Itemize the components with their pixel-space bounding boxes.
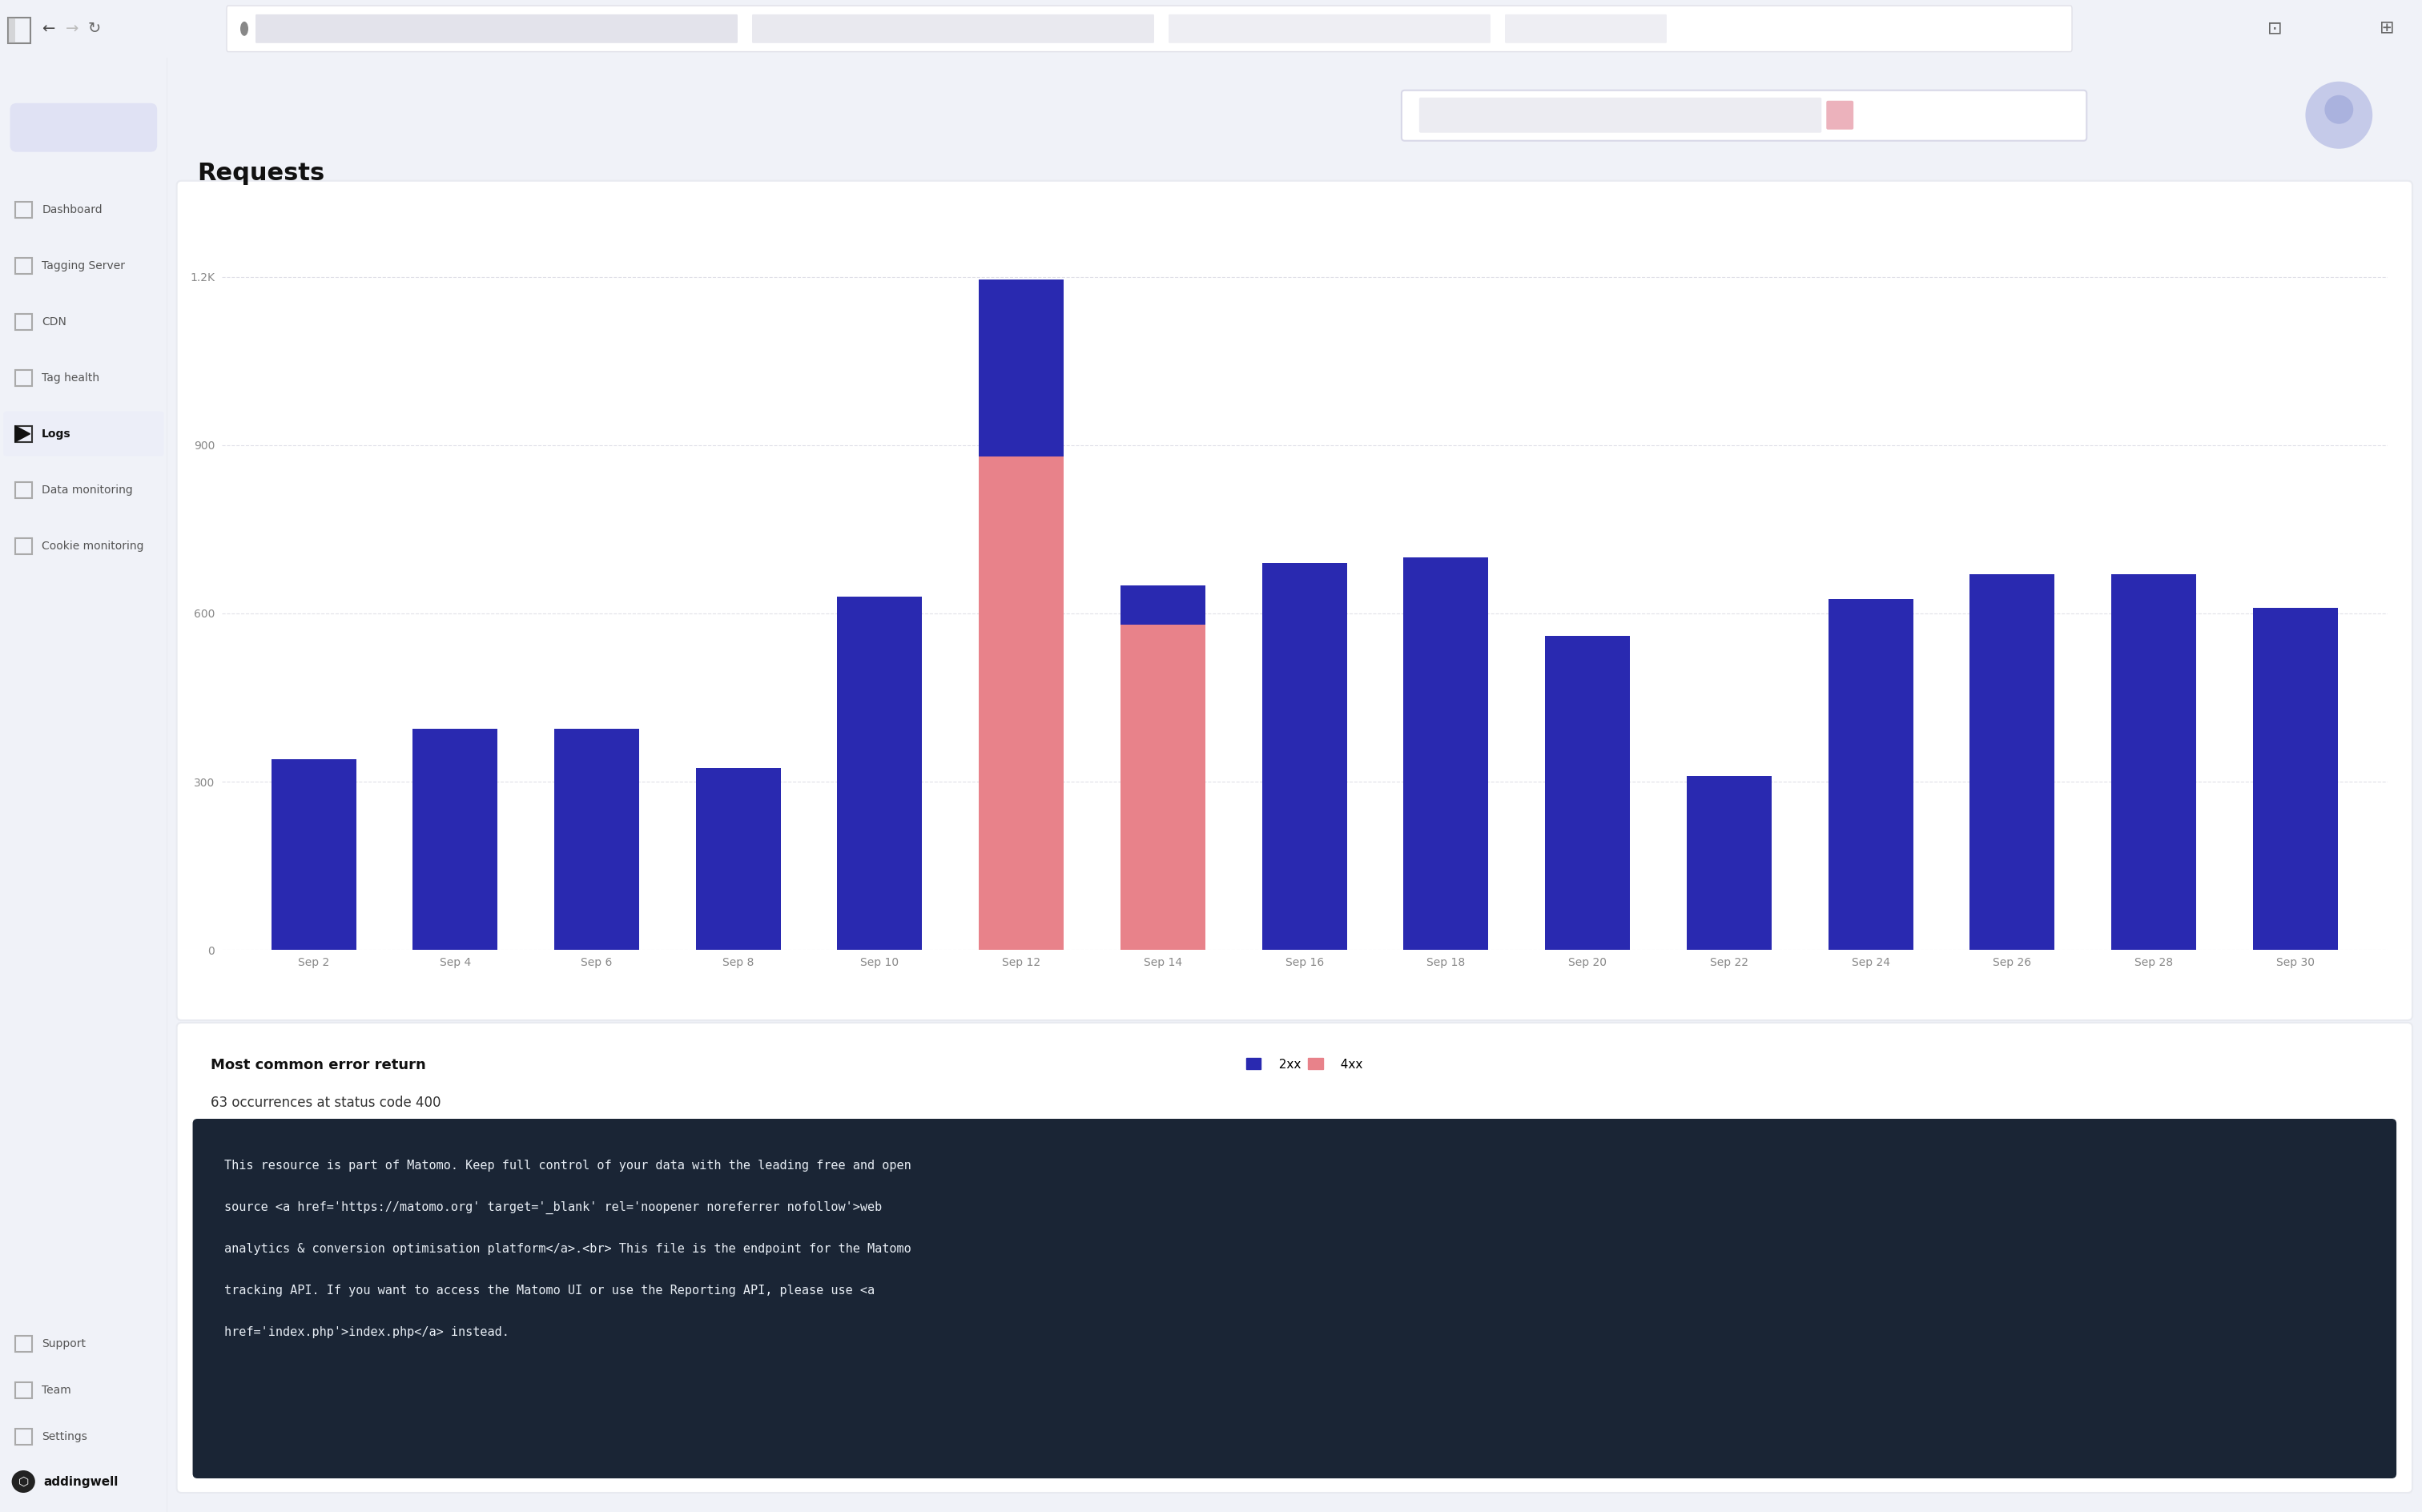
Bar [978,457,1063,950]
Bar [555,729,639,950]
Circle shape [12,1470,34,1492]
Text: ⊡: ⊡ [2267,21,2282,36]
Circle shape [240,21,249,36]
Bar [1402,558,1490,950]
Bar [15,1335,31,1352]
Text: Dashboard: Dashboard [41,204,102,215]
FancyBboxPatch shape [10,103,157,153]
Bar [15,257,31,274]
Bar [15,313,31,330]
FancyBboxPatch shape [194,1119,2395,1479]
Bar [1969,575,2054,950]
FancyBboxPatch shape [1402,91,2088,141]
Text: ←: ← [41,21,56,36]
Bar [838,597,923,950]
FancyBboxPatch shape [753,15,1155,42]
Text: addingwell: addingwell [44,1476,119,1488]
Text: Most common error return: Most common error return [211,1058,426,1072]
Text: CDN: CDN [41,316,65,327]
Bar [7,17,31,42]
Text: Tagging Server: Tagging Server [41,260,126,271]
Text: Requests: Requests [199,162,325,184]
FancyBboxPatch shape [254,15,739,42]
Bar [1545,637,1630,950]
FancyBboxPatch shape [1167,15,1490,42]
Text: Tag health: Tag health [41,372,99,384]
Circle shape [2325,95,2354,124]
FancyBboxPatch shape [177,1022,2412,1492]
Text: ⊞: ⊞ [2378,21,2395,36]
Text: analytics & conversion optimisation platform</a>.<br> This file is the endpoint : analytics & conversion optimisation plat… [225,1243,911,1255]
Bar [2252,608,2337,950]
Bar [7,17,15,42]
Text: Settings: Settings [41,1432,87,1442]
Text: Support: Support [41,1338,85,1349]
FancyBboxPatch shape [2,411,165,457]
Text: href='index.php'>index.php</a> instead.: href='index.php'>index.php</a> instead. [225,1326,509,1338]
Text: source <a href='https://matomo.org' target='_blank' rel='noopener noreferrer nof: source <a href='https://matomo.org' targ… [225,1201,882,1214]
Bar [412,729,497,950]
Text: 63 occurrences at status code 400: 63 occurrences at status code 400 [211,1096,441,1110]
Bar [15,370,31,386]
Bar [15,538,31,553]
Bar [2112,575,2197,950]
Text: Cookie monitoring: Cookie monitoring [41,540,143,552]
Polygon shape [15,426,29,442]
Bar [1829,599,1913,950]
Bar [15,1429,31,1445]
Bar [15,201,31,218]
Text: Data monitoring: Data monitoring [41,484,133,496]
FancyBboxPatch shape [1826,101,1853,130]
Bar [1121,624,1206,950]
Text: tracking API. If you want to access the Matomo UI or use the Reporting API, plea: tracking API. If you want to access the … [225,1285,874,1297]
Bar [695,768,780,950]
Bar [1121,585,1206,950]
Bar [978,280,1063,950]
Text: Team: Team [41,1385,70,1396]
Circle shape [2306,82,2374,148]
Bar [1686,776,1770,950]
Bar [15,426,31,442]
FancyBboxPatch shape [1504,15,1666,42]
Bar [15,482,31,497]
Text: ↻: ↻ [87,21,102,36]
Legend:   2xx,   4xx: 2xx, 4xx [1242,1054,1368,1075]
Bar [15,1382,31,1399]
FancyBboxPatch shape [177,181,2412,1021]
FancyBboxPatch shape [228,6,2071,51]
Text: ⬡: ⬡ [17,1476,29,1488]
Bar [271,759,356,950]
FancyBboxPatch shape [1419,97,1821,133]
Bar [1262,562,1347,950]
Text: This resource is part of Matomo. Keep full control of your data with the leading: This resource is part of Matomo. Keep fu… [225,1160,911,1172]
Text: →: → [65,21,78,36]
Text: Logs: Logs [41,428,70,440]
